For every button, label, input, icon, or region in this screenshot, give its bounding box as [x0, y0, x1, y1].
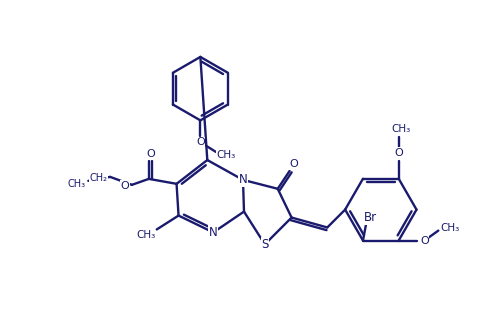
Text: O: O: [394, 148, 403, 158]
Text: CH₃: CH₃: [217, 150, 236, 160]
Text: CH₃: CH₃: [391, 124, 410, 134]
Text: O: O: [289, 159, 298, 169]
Text: N: N: [209, 226, 218, 239]
Text: N: N: [239, 173, 247, 186]
Text: S: S: [261, 238, 268, 251]
Text: CH₃: CH₃: [441, 223, 460, 233]
Text: O: O: [420, 236, 429, 245]
Text: O: O: [121, 181, 129, 191]
Text: CH₂: CH₂: [89, 173, 107, 183]
Text: CH₃: CH₃: [136, 230, 156, 240]
Text: Br: Br: [364, 211, 378, 224]
Text: O: O: [196, 137, 205, 147]
Text: CH₃: CH₃: [68, 179, 86, 189]
Text: O: O: [146, 149, 155, 159]
